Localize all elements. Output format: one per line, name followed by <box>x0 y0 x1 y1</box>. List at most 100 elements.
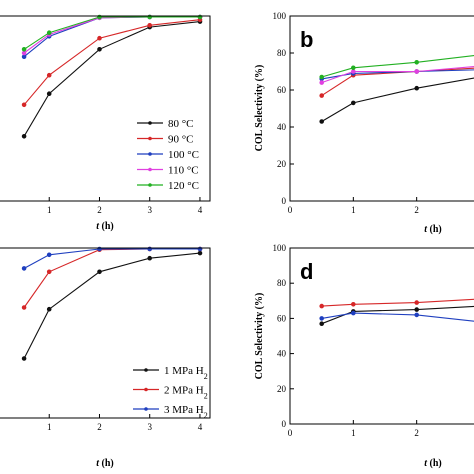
legend-swatch-marker <box>144 387 148 392</box>
panel-c-x-tick-label: 1 <box>47 422 52 432</box>
panel-b-data-point <box>319 93 325 98</box>
legend-label-main: 120 °C <box>168 180 199 192</box>
legend-label-main: 1 MPa H <box>164 365 204 377</box>
panel-c-series-line-2 <box>23 248 200 308</box>
panel-c-x-axis-title: t (h) <box>96 458 114 469</box>
legend-label: 90 °C <box>168 134 194 146</box>
panel-b-y-tick-label: 80 <box>277 48 287 58</box>
panel-b-data-point <box>414 85 420 91</box>
panel-b-data-point <box>414 69 420 74</box>
legend-label-subscript: 2 <box>204 411 208 420</box>
panel-b-y-tick-label: 100 <box>273 11 287 21</box>
panel-d-y-tick-label: 100 <box>273 243 287 253</box>
panel-a-data-point <box>21 134 27 139</box>
panel-a-x-tick-label: 3 <box>147 205 152 215</box>
panel-a-data-point <box>97 47 102 52</box>
panel-d-y-tick-label: 20 <box>277 384 287 394</box>
panel-b-x-axis-title: t (h) <box>424 224 442 235</box>
panel-a-chart: 1 2 3 4 t (h) 80 °C 90 °C 100 °C 110 °C 120 °C <box>0 14 211 232</box>
legend-swatch-marker <box>144 407 148 411</box>
legend-label: 100 °C <box>168 149 199 161</box>
panel-d-y-tick-label: 60 <box>277 313 287 323</box>
legend-label-subscript: 2 <box>204 391 208 400</box>
legend-label-main: 100 °C <box>168 149 199 161</box>
legend-label-main: 110 °C <box>168 165 199 177</box>
panel-a-data-point <box>21 102 27 108</box>
panel-b-data-point <box>351 65 356 71</box>
panel-d-data-point <box>319 321 325 327</box>
legend-label-main: 80 °C <box>168 118 194 130</box>
panel-b-series-line-1 <box>321 77 474 122</box>
panel-a-data-point <box>21 54 27 60</box>
panel-a-data-point <box>46 30 52 36</box>
panel-d-data-point <box>319 316 325 321</box>
panel-c-x-tick-label: 4 <box>198 422 203 432</box>
panel-b-y-tick-label: 0 <box>282 196 287 206</box>
panel-b-x-tick-label: 1 <box>351 205 356 215</box>
panel-a-frame <box>0 15 211 202</box>
panel-a-data-point <box>46 91 52 96</box>
panel-d-series-line-2 <box>321 298 474 307</box>
panel-d-data-point <box>319 303 325 309</box>
panel-c-x-axis-title-var: t <box>96 458 100 469</box>
legend-swatch-marker <box>148 167 152 172</box>
panel-b-x-tick-label: 0 <box>288 205 293 215</box>
legend-swatch-marker <box>148 152 152 156</box>
panel-c-legend: 1 MPa H22 MPa H23 MPa H2 <box>133 365 208 420</box>
legend-label: 3 MPa H2 <box>164 404 208 420</box>
panel-d-data-point <box>414 300 420 305</box>
legend-swatch-marker <box>148 183 152 187</box>
panel-c-x-ticks: 1 2 3 4 <box>47 414 203 432</box>
panel-c-data-point <box>97 269 102 275</box>
panel-d-frame <box>289 247 474 425</box>
panel-a-x-axis-title: t (h) <box>96 221 114 232</box>
panel-b-x-axis-title-var: t <box>424 224 428 235</box>
panel-b-series-line-3 <box>321 69 474 80</box>
panel-c-data-point <box>46 306 52 312</box>
panel-d-x-tick-label: 1 <box>351 428 356 438</box>
panel-b-series <box>319 54 474 124</box>
panel-a-x-ticks: 1 2 3 4 <box>47 197 203 215</box>
panel-c-x-tick-label: 2 <box>97 422 102 432</box>
panel-b-series-line-5 <box>321 54 474 78</box>
panel-a-x-tick-label: 2 <box>97 205 102 215</box>
legend-label: 1 MPa H2 <box>164 365 208 381</box>
panel-d-data-point <box>414 307 420 312</box>
panel-a-x-axis-title-unit: (h) <box>99 221 114 232</box>
legend-label-main: 3 MPa H <box>164 404 204 416</box>
panel-d-x-axis-title-unit: (h) <box>427 458 442 469</box>
panel-b-y-tick-label: 40 <box>277 122 287 132</box>
panel-b-y-tick-label: 60 <box>277 85 287 95</box>
panel-b-data-point <box>351 69 356 74</box>
panel-a-data-point <box>147 23 152 28</box>
panel-b-data-point <box>351 100 356 106</box>
panel-c-frame <box>0 247 211 419</box>
panel-a-data-point <box>97 35 102 41</box>
panel-a-legend: 80 °C 90 °C 100 °C 110 °C 120 °C <box>137 118 199 192</box>
panel-b-data-point <box>319 119 325 124</box>
panel-b-y-axis-title: COL Selectivity (%) <box>254 65 265 152</box>
panel-d-y-axis-title: COL Selectivity (%) <box>254 293 265 380</box>
legend-label-subscript: 2 <box>204 372 208 381</box>
legend-label: 120 °C <box>168 180 199 192</box>
legend-swatch-marker <box>148 121 152 125</box>
panel-c-data-point <box>21 356 27 361</box>
panel-a-data-point <box>21 50 27 56</box>
panel-d-series <box>319 298 474 327</box>
panel-d-x-tick-label: 0 <box>288 428 293 438</box>
panel-b-data-point <box>319 74 325 80</box>
panel-c-data-point <box>46 252 52 258</box>
panel-c-series <box>21 246 203 361</box>
panel-b-y-tick-label: 20 <box>277 159 287 169</box>
legend-label-main: 90 °C <box>168 134 194 146</box>
panel-d-x-tick-label: 2 <box>414 428 419 438</box>
panel-c-data-point <box>21 266 27 271</box>
panel-b-series-line-4 <box>321 65 474 84</box>
legend-label: 2 MPa H2 <box>164 385 208 401</box>
panel-c-data-point <box>46 269 52 275</box>
